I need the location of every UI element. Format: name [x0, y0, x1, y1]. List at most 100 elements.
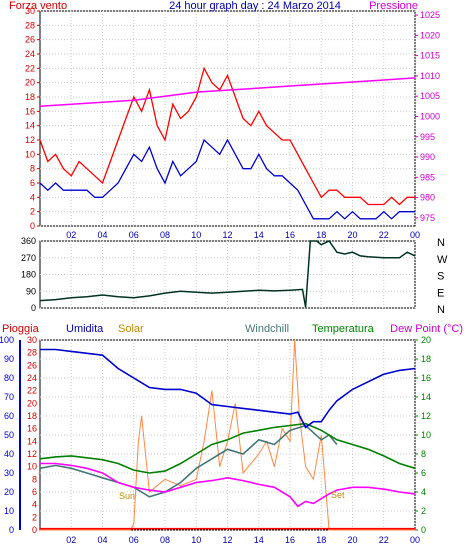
- tick-label: 22: [379, 230, 389, 240]
- rain-label: Pioggia: [2, 323, 40, 335]
- tick-label: 180: [21, 270, 36, 280]
- tick-label: 06: [129, 230, 139, 240]
- tick-label: 30: [25, 6, 35, 16]
- tick-label: 1000: [420, 111, 440, 121]
- wind-speed-label: Forza vento: [9, 0, 67, 12]
- series-avg: [39, 138, 415, 220]
- tick-label: 6: [421, 468, 426, 478]
- tick-label: 8: [30, 164, 35, 174]
- top-right-axis: 975 980 985 990 995 1000 1005 1010 1015 1020 1025: [415, 10, 440, 223]
- tick-label: 24: [25, 49, 35, 59]
- compass-label: W: [437, 254, 448, 266]
- tick-label: 0: [9, 525, 14, 535]
- tick-label: 90: [26, 286, 36, 296]
- series-windchill: [39, 424, 338, 498]
- tick-label: 80: [4, 373, 14, 383]
- tick-label: 18: [316, 230, 326, 240]
- tick-label: 20: [421, 335, 431, 345]
- tick-label: 08: [160, 535, 170, 545]
- graph-title: 24 hour graph day : 24 Marzo 2014: [169, 0, 341, 12]
- tick-label: 270: [21, 253, 36, 263]
- tick-label: 8: [421, 449, 426, 459]
- tick-label: 1005: [420, 91, 440, 101]
- tick-label: 04: [97, 230, 107, 240]
- series-humidity: [40, 348, 416, 429]
- tick-label: 22: [27, 386, 37, 396]
- tick-label: 14: [254, 535, 264, 545]
- tick-label: 0: [30, 221, 35, 231]
- tick-label: 2: [30, 207, 35, 217]
- tick-label: 1020: [420, 30, 440, 40]
- tick-label: 1010: [420, 71, 440, 81]
- tick-label: 12: [421, 411, 431, 421]
- tick-label: 12: [222, 535, 232, 545]
- tick-label: 16: [25, 106, 35, 116]
- tick-label: 50: [4, 430, 14, 440]
- tick-label: 360: [21, 236, 36, 246]
- tick-label: 16: [27, 424, 37, 434]
- tick-label: 28: [27, 348, 37, 358]
- tick-label: 26: [25, 35, 35, 45]
- tick-label: 26: [27, 360, 37, 370]
- compass-label: S: [437, 271, 444, 283]
- tick-label: 18: [316, 535, 326, 545]
- tick-label: 40: [4, 449, 14, 459]
- tick-label: 0: [31, 303, 36, 313]
- tick-label: 4: [30, 192, 35, 202]
- tick-label: 08: [160, 230, 170, 240]
- tick-label: 20: [347, 535, 357, 545]
- sunset-annotation: Set: [331, 490, 345, 500]
- tick-label: 2: [421, 506, 426, 516]
- tick-label: 22: [25, 63, 35, 73]
- tick-label: 10: [25, 149, 35, 159]
- tick-label: 70: [4, 392, 14, 402]
- tick-label: 18: [25, 92, 35, 102]
- tick-label: 60: [4, 411, 14, 421]
- top-series: [39, 66, 416, 220]
- tick-label: 30: [27, 335, 37, 345]
- bottom-series: [39, 339, 416, 531]
- tick-label: 975: [420, 213, 435, 223]
- tick-label: 12: [25, 135, 35, 145]
- tick-label: 6: [32, 487, 37, 497]
- series-gust: [39, 66, 415, 206]
- tick-label: 02: [66, 535, 76, 545]
- compass-label: E: [437, 287, 444, 299]
- tick-label: 02: [66, 230, 76, 240]
- series-dewpoint: [40, 462, 416, 508]
- temperature-axis: 0 2 4 6 8 10 12 14 16 18 20: [415, 335, 431, 535]
- tick-label: 12: [222, 230, 232, 240]
- tick-label: 0: [421, 525, 426, 535]
- tick-label: 14: [27, 436, 37, 446]
- tick-label: 04: [97, 535, 107, 545]
- top-x-axis: 02 04 06 08 10 12 14 16 18 20 22 00: [66, 230, 420, 240]
- series-pressure: [39, 77, 416, 108]
- tick-label: 4: [421, 487, 426, 497]
- tick-label: 10: [421, 430, 431, 440]
- solar-label: Solar: [118, 323, 144, 335]
- tick-label: 14: [421, 392, 431, 402]
- top-panel-frame: [39, 10, 416, 227]
- tick-label: 30: [4, 468, 14, 478]
- direction-series: [39, 240, 416, 308]
- tick-label: 20: [347, 230, 357, 240]
- tick-label: 2: [32, 512, 37, 522]
- compass-label: N: [437, 237, 445, 249]
- humidity-axis: 0 10 20 30 40 50 60 70 80 90 100: [0, 335, 21, 535]
- tick-label: 20: [27, 398, 37, 408]
- tick-label: 980: [420, 193, 435, 203]
- tick-label: 0: [32, 525, 37, 535]
- tick-label: 10: [191, 230, 201, 240]
- tick-label: 16: [421, 373, 431, 383]
- tick-label: 1015: [420, 51, 440, 61]
- sunrise-annotation: Sun: [119, 491, 135, 501]
- tick-label: 22: [379, 535, 389, 545]
- tick-label: 10: [27, 462, 37, 472]
- series-solar: [40, 339, 415, 531]
- tick-label: 06: [129, 535, 139, 545]
- tick-label: 985: [420, 172, 435, 182]
- tick-label: 14: [254, 230, 264, 240]
